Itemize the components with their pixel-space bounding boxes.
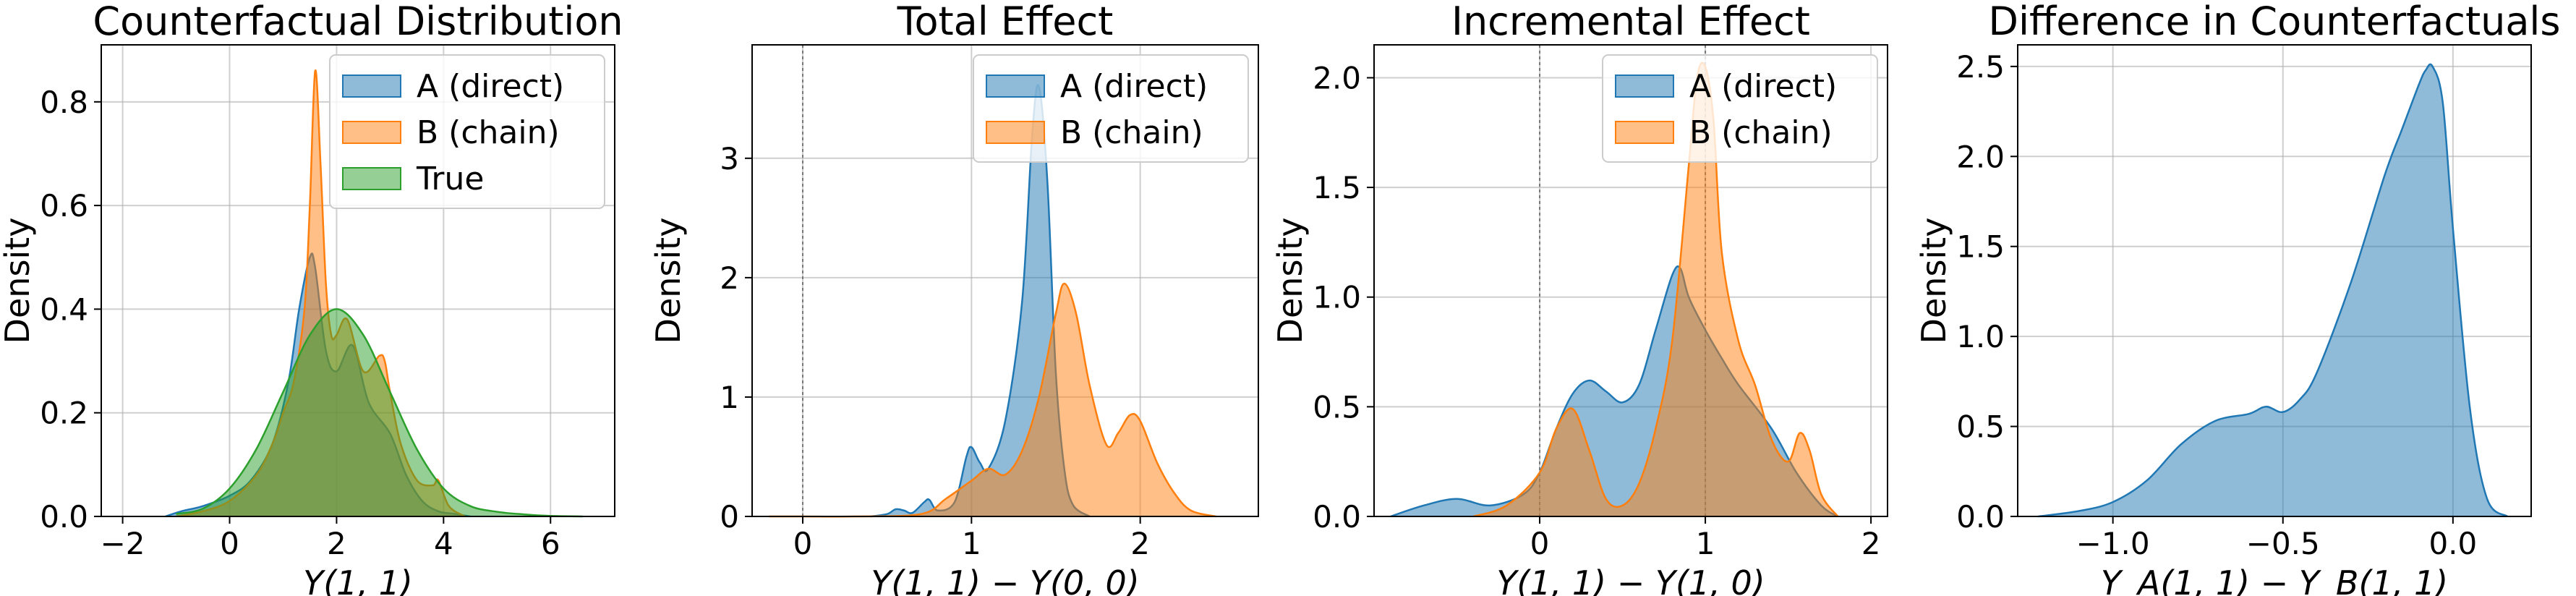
density-area-true	[176, 309, 583, 516]
y-tick-label: 0.0	[1313, 499, 1361, 535]
x-axis-label: Y_A(1, 1) − Y_B(1, 1)	[2101, 563, 2448, 596]
x-tick-label: 1	[1696, 526, 1715, 561]
legend: A (direct) B (chain) True	[329, 54, 605, 209]
y-axis-label: Density	[1271, 218, 1310, 344]
y-tick-label: 0.5	[1313, 389, 1361, 425]
legend: A (direct) B (chain)	[1602, 54, 1878, 163]
y-tick-label: 2.0	[1956, 139, 2005, 174]
density-area-series-1	[2038, 64, 2508, 517]
y-tick-label: 0.0	[40, 499, 88, 535]
y-axis-label: Density	[649, 218, 688, 344]
chart-panel-2: 0 1 2 0 1 2 3 Total Effect Y(1, 1) − Y(0, 0) Dens…	[649, 0, 1259, 596]
legend-swatch	[342, 74, 401, 98]
x-axis-label: Y(1, 1) − Y(1, 0)	[1496, 563, 1765, 596]
y-tick-label: 2.0	[1313, 60, 1361, 95]
legend-label: B (chain)	[1060, 114, 1203, 151]
y-tick-label: 0	[720, 499, 739, 535]
x-tick-label: 0	[793, 526, 813, 561]
y-tick-label: 2.5	[1956, 49, 2005, 85]
x-tick-label: 0	[1530, 526, 1550, 561]
density-area-b	[176, 70, 465, 517]
x-tick-label: 2	[1861, 526, 1881, 561]
x-tick-label: 0	[220, 526, 239, 561]
plot-frame	[2017, 44, 2532, 517]
density-area-b	[769, 284, 1216, 517]
legend-label: A (direct)	[1060, 68, 1208, 105]
plot-frame	[101, 44, 615, 517]
density-curve	[2038, 63, 2508, 518]
y-tick-label: 1	[720, 380, 739, 415]
density-area-a	[870, 85, 1090, 516]
y-axis-label: Density	[1914, 218, 1953, 344]
chart-title: Incremental Effect	[1451, 0, 1810, 44]
chart-title: Difference in Counterfactuals	[1988, 0, 2560, 44]
y-tick-label: 1.5	[1313, 170, 1361, 205]
chart-panel-1: −2 0 2 4 6 0.0 0.2 0.4 0.6 0.8 Counterfactual Dist…	[0, 0, 623, 596]
density-area-b	[1473, 62, 1838, 517]
legend-label: True	[416, 161, 484, 197]
y-tick-label: 0.6	[40, 188, 88, 224]
legend-swatch	[986, 121, 1045, 144]
legend-swatch	[1615, 121, 1674, 144]
y-tick-label: 1.0	[1313, 280, 1361, 315]
plot-frame	[1373, 44, 1888, 517]
y-tick-label: 0.8	[40, 85, 88, 120]
x-axis-label: Y(1, 1) − Y(0, 0)	[871, 563, 1139, 596]
x-tick-label: 0.0	[2428, 526, 2477, 561]
x-tick-label: 6	[541, 526, 560, 561]
x-tick-label: −2	[101, 526, 145, 561]
legend-swatch	[342, 121, 401, 144]
x-axis-label: Y(1, 1)	[303, 563, 413, 596]
y-tick-label: 0.5	[1956, 409, 2005, 445]
y-tick-label: 1.5	[1956, 229, 2005, 265]
legend-swatch	[1615, 74, 1674, 98]
chart-panel-3: 0 1 2 0.0 0.5 1.0 1.5 2.0 Incremental Effect Y(1,…	[1271, 0, 1888, 596]
y-tick-label: 2	[720, 260, 739, 296]
legend: A (direct) B (chain)	[973, 54, 1249, 163]
y-axis-label: Density	[0, 218, 37, 344]
x-tick-label: 4	[434, 526, 453, 561]
density-curve	[769, 282, 1216, 518]
chart-title: Total Effect	[897, 0, 1114, 44]
x-tick-label: −0.5	[2246, 526, 2320, 561]
legend-swatch	[342, 167, 401, 190]
plot-frame	[751, 44, 1259, 517]
y-tick-label: 1.0	[1956, 319, 2005, 354]
x-tick-label: 1	[962, 526, 981, 561]
legend-label: B (chain)	[1689, 114, 1833, 151]
legend-label: A (direct)	[1689, 68, 1837, 105]
chart-title: Counterfactual Distribution	[93, 0, 623, 44]
x-tick-label: 2	[327, 526, 346, 561]
density-curve	[176, 308, 583, 518]
x-tick-label: 2	[1130, 526, 1150, 561]
y-tick-label: 3	[720, 141, 739, 176]
legend-label: A (direct)	[417, 68, 564, 105]
y-tick-label: 0.4	[40, 291, 88, 327]
x-tick-label: −1.0	[2076, 526, 2150, 561]
y-tick-label: 0.2	[40, 396, 88, 431]
y-tick-label: 0.0	[1956, 499, 2005, 535]
legend-swatch	[986, 74, 1045, 98]
chart-panel-4: −1.0 −0.5 0.0 0.0 0.5 1.0 1.5 2.0 2.5 Difference …	[1914, 0, 2561, 596]
legend-label: B (chain)	[417, 114, 560, 151]
